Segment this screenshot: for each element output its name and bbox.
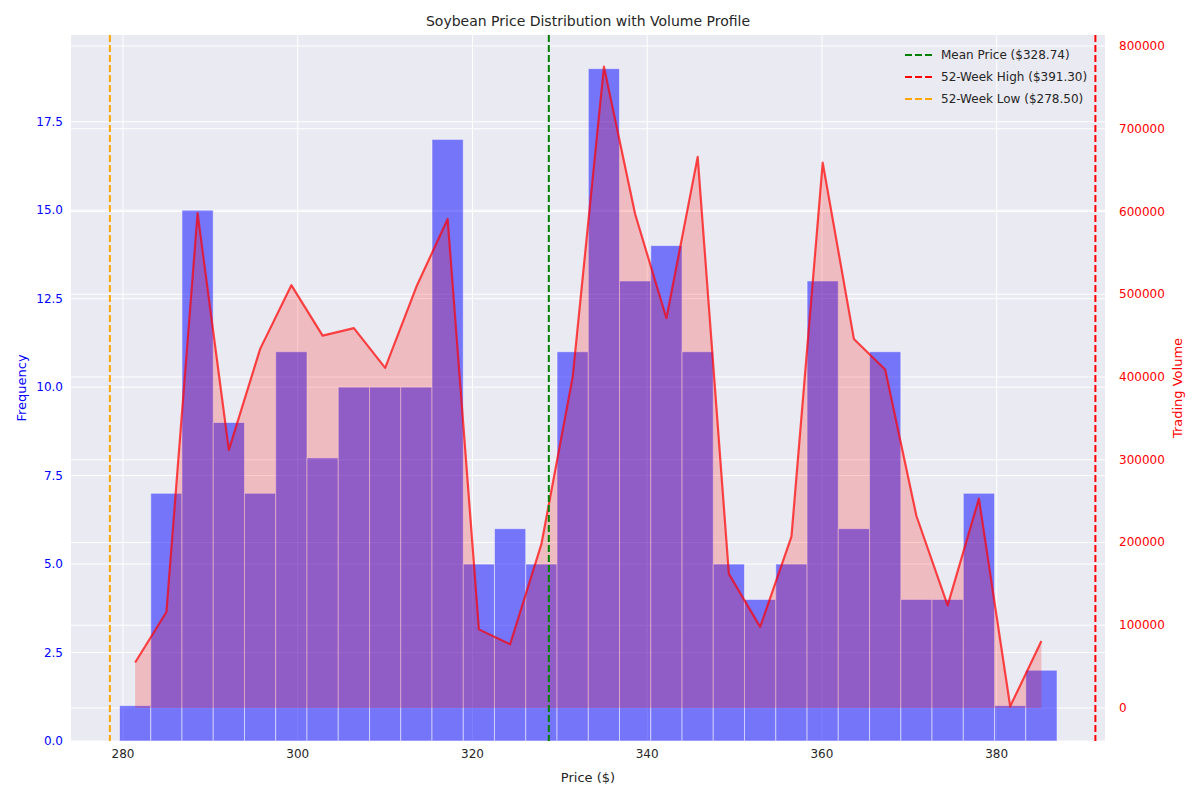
x-tick-label: 360 xyxy=(810,747,833,761)
x-tick-label: 340 xyxy=(636,747,659,761)
x-axis-label: Price ($) xyxy=(561,770,615,785)
legend-swatch xyxy=(905,54,933,56)
y2-tick-label: 400000 xyxy=(1119,370,1165,384)
x-tick-label: 300 xyxy=(286,747,309,761)
volume-area xyxy=(135,67,1041,708)
x-tick-label: 280 xyxy=(112,747,135,761)
y2-grid-line xyxy=(71,46,1105,47)
histogram-bar xyxy=(995,706,1026,741)
reference-line xyxy=(1094,35,1096,741)
histogram-bar xyxy=(119,706,150,741)
y-tick-label: 17.5 xyxy=(36,115,63,129)
y-tick-label: 2.5 xyxy=(44,646,63,660)
y2-tick-label: 600000 xyxy=(1119,205,1165,219)
chart: 280 300 320 340 360 380 0.0 2.5 5.0 7.5 10.0 12.5 15… xyxy=(0,0,1200,800)
legend-label: Mean Price ($328.74) xyxy=(941,48,1070,62)
y-axis-label: Frequency xyxy=(14,354,29,421)
x-tick-label: 320 xyxy=(461,747,484,761)
legend-swatch xyxy=(905,98,933,100)
legend-label: 52-Week High ($391.30) xyxy=(941,70,1087,84)
y2-tick-label: 500000 xyxy=(1119,287,1165,301)
y-tick-label: 7.5 xyxy=(44,469,63,483)
volume-line xyxy=(135,67,1041,707)
legend-swatch xyxy=(905,76,933,78)
y2-tick-label: 100000 xyxy=(1119,618,1165,632)
y-tick-label: 10.0 xyxy=(36,380,63,394)
y2-tick-label: 800000 xyxy=(1119,39,1165,53)
y2-tick-label: 0 xyxy=(1119,701,1127,715)
reference-line xyxy=(109,35,111,741)
y2-axis-label: Trading Volume xyxy=(1170,338,1185,439)
y-tick-label: 0.0 xyxy=(44,734,63,748)
reference-line xyxy=(548,35,550,741)
plot-area xyxy=(110,35,1096,741)
legend-label: 52-Week Low ($278.50) xyxy=(941,92,1083,106)
y-tick-label: 15.0 xyxy=(36,203,63,217)
y-tick-label: 12.5 xyxy=(36,292,63,306)
x-tick-label: 380 xyxy=(985,747,1008,761)
y2-tick-label: 200000 xyxy=(1119,535,1165,549)
y-tick-label: 5.0 xyxy=(44,557,63,571)
y2-tick-label: 300000 xyxy=(1119,453,1165,467)
y2-tick-label: 700000 xyxy=(1119,122,1165,136)
chart-title: Soybean Price Distribution with Volume P… xyxy=(426,13,750,29)
plot-background xyxy=(71,35,1105,741)
x-grid-line xyxy=(122,35,123,741)
